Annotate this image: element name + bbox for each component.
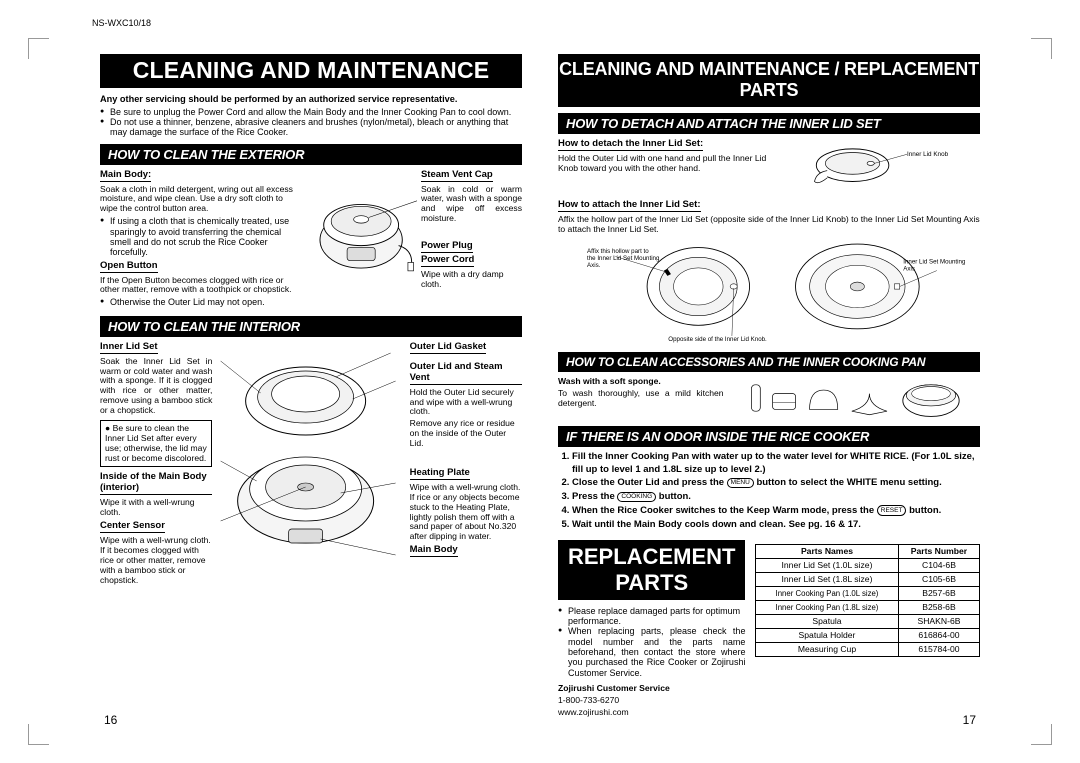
inner-lid-box: ● Be sure to clean the Inner Lid Set aft… [100, 420, 212, 468]
wash-text: To wash thoroughly, use a mild kitchen d… [558, 389, 724, 409]
right-page: CLEANING AND MAINTENANCE / REPLACEMENT P… [558, 54, 980, 720]
main-body-label2: Main Body [410, 544, 458, 557]
repl-bullet: When replacing parts, please check the m… [558, 626, 745, 678]
plug-text: Wipe with a dry damp cloth. [421, 270, 522, 290]
detach-figure: Inner Lid Knob [783, 138, 980, 196]
section-interior: HOW TO CLEAN THE INTERIOR [100, 316, 522, 337]
heating-plate-label: Heating Plate [410, 467, 470, 480]
table-row: Spatula Holder616864-00 [756, 628, 980, 642]
replacement-title: REPLACEMENT PARTS [558, 540, 745, 600]
svg-text:Axis.: Axis. [587, 262, 601, 269]
olsv-text2: Remove any rice or residue on the inside… [410, 419, 522, 449]
accessories-figure [732, 376, 980, 420]
reset-button-icon: RESET [877, 505, 907, 515]
open-button-label: Open Button [100, 260, 158, 273]
page-number-right: 17 [963, 713, 976, 727]
steam-vent-text: Soak in cold or warm water, wash with a … [421, 185, 522, 225]
page-number-left: 16 [104, 713, 117, 727]
attach-text: Affix the hollow part of the Inner Lid S… [558, 215, 980, 235]
inner-lid-label: Inner Lid Set [100, 341, 158, 354]
main-body-note: If using a cloth that is chemically trea… [100, 216, 297, 257]
inner-lid-text: Soak the Inner Lid Set in warm or cold w… [100, 357, 212, 416]
interior-figure [220, 341, 401, 561]
table-row: Inner Cooking Pan (1.0L size)B257-6B [756, 586, 980, 600]
detach-label: How to detach the Inner Lid Set: [558, 138, 703, 151]
table-row: Inner Lid Set (1.0L size)C104-6B [756, 558, 980, 572]
menu-button-icon: MENU [727, 478, 754, 488]
cs-web: www.zojirushi.com [558, 708, 745, 718]
heating-plate-text: Wipe with a well-wrung cloth. If rice or… [410, 483, 522, 542]
right-title: CLEANING AND MAINTENANCE / REPLACEMENT P… [558, 54, 980, 107]
cs-label: Zojirushi Customer Service [558, 684, 745, 694]
wash-label: Wash with a soft sponge. [558, 376, 661, 386]
svg-text:Opposite side of the Inner Lid: Opposite side of the Inner Lid Knob. [668, 336, 767, 343]
inside-text: Wipe it with a well-wrung cloth. [100, 498, 212, 518]
exterior-figure [305, 169, 417, 292]
left-page: CLEANING AND MAINTENANCE Any other servi… [100, 54, 522, 720]
parts-header-num: Parts Number [898, 544, 980, 558]
table-row: SpatulaSHAKN-6B [756, 614, 980, 628]
cooking-button-icon: COOKING [617, 492, 656, 502]
svg-text:Inner Lid Knob: Inner Lid Knob [907, 151, 949, 158]
section-accessories: HOW TO CLEAN ACCESSORIES AND THE INNER C… [558, 352, 980, 372]
main-body-label: Main Body: [100, 169, 151, 182]
odor-steps: Fill the Inner Cooking Pan with water up… [558, 451, 980, 532]
table-row: Inner Cooking Pan (1.8L size)B258-6B [756, 600, 980, 614]
section-exterior: HOW TO CLEAN THE EXTERIOR [100, 144, 522, 165]
bullet: Be sure to unplug the Power Cord and all… [100, 107, 522, 117]
model-number: NS-WXC10/18 [92, 18, 1042, 28]
step-5: Wait until the Main Body cools down and … [572, 519, 980, 532]
step-4: When the Rice Cooker switches to the Kee… [572, 505, 980, 518]
cs-phone: 1-800-733-6270 [558, 696, 745, 706]
bullet: Do not use a thinner, benzene, abrasive … [100, 117, 522, 138]
parts-header-name: Parts Names [756, 544, 898, 558]
open-button-note: Otherwise the Outer Lid may not open. [100, 297, 297, 307]
step-3: Press the COOKING button. [572, 491, 980, 504]
left-title: CLEANING AND MAINTENANCE [100, 54, 522, 88]
center-sensor-text: Wipe with a well-wrung cloth. If it beco… [100, 536, 212, 585]
step-1: Fill the Inner Cooking Pan with water up… [572, 451, 980, 477]
open-button-text: If the Open Button becomes clogged with … [100, 276, 297, 296]
power-cord-label: Power Cord [421, 254, 474, 267]
servicing-note: Any other servicing should be performed … [100, 94, 522, 105]
svg-text:Axis: Axis [903, 265, 915, 272]
section-detach: HOW TO DETACH AND ATTACH THE INNER LID S… [558, 113, 980, 134]
center-sensor-label: Center Sensor [100, 520, 165, 533]
attach-figure: Affix this hollow part to the Inner Lid … [558, 237, 980, 343]
main-body-text: Soak a cloth in mild detergent, wring ou… [100, 185, 297, 215]
attach-label: How to attach the Inner Lid Set: [558, 199, 701, 212]
table-row: Inner Lid Set (1.8L size)C105-6B [756, 572, 980, 586]
svg-text:Inner Lid Set Mounting: Inner Lid Set Mounting [903, 258, 966, 265]
step-2: Close the Outer Lid and press the MENU b… [572, 477, 980, 490]
section-odor: IF THERE IS AN ODOR INSIDE THE RICE COOK… [558, 426, 980, 447]
parts-table: Parts Names Parts Number Inner Lid Set (… [755, 544, 980, 657]
table-row: Measuring Cup615784-00 [756, 642, 980, 656]
repl-bullet: Please replace damaged parts for optimum… [558, 606, 745, 627]
detach-text: Hold the Outer Lid with one hand and pul… [558, 154, 775, 174]
svg-text:Affix this hollow part to: Affix this hollow part to [587, 248, 649, 255]
olsv-text: Hold the Outer Lid securely and wipe wit… [410, 388, 522, 418]
warning-bullets: Be sure to unplug the Power Cord and all… [100, 107, 522, 138]
outer-lid-gasket-label: Outer Lid Gasket [410, 341, 487, 354]
inside-label: Inside of the Main Body (interior) [100, 471, 212, 495]
outer-lid-steam-vent-label: Outer Lid and Steam Vent [410, 361, 522, 385]
power-plug-label: Power Plug [421, 240, 473, 253]
svg-text:the Inner Lid Set Mounting: the Inner Lid Set Mounting [587, 255, 660, 262]
steam-vent-label: Steam Vent Cap [421, 169, 493, 182]
